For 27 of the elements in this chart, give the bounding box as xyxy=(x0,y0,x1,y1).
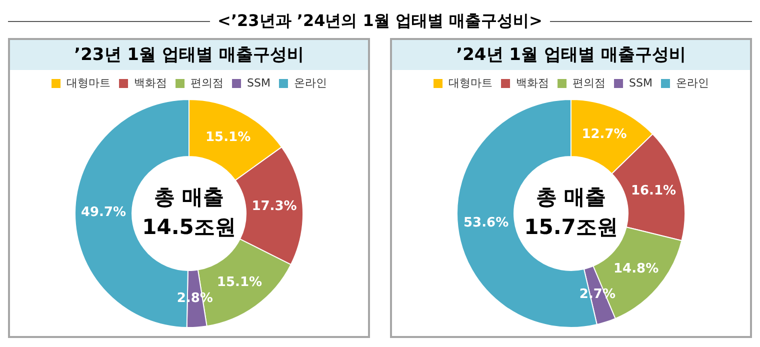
text: 14.5조원 xyxy=(142,214,236,239)
data-label: 49.7% xyxy=(80,205,126,220)
data-label: 15.1% xyxy=(216,274,262,290)
text: 총 매출 xyxy=(154,184,224,209)
legend-label: 백화점 xyxy=(134,76,168,90)
text: 15.7조원 xyxy=(524,214,618,239)
data-label: 17.3% xyxy=(252,199,297,214)
data-label: 2.8% xyxy=(176,291,213,306)
data-label: 15.1% xyxy=(206,130,251,145)
data-label: 16.1% xyxy=(630,183,676,198)
data-label: 2.7% xyxy=(579,287,616,302)
legend-label: 온라인 xyxy=(676,76,709,90)
data-label: 12.7% xyxy=(582,127,627,142)
text: 총 매출 xyxy=(536,184,606,209)
legend-label: 백화점 xyxy=(516,76,550,90)
chart-title: ’24년 1월 업태별 매출구성비 xyxy=(392,40,750,70)
text: <’23년과 ’24년의 1월 업태별 매출구성비> xyxy=(216,10,544,32)
legend-label: 대형마트 xyxy=(448,76,493,90)
data-label: 53.6% xyxy=(464,216,509,231)
chart-title: ’23년 1월 업태별 매출구성비 xyxy=(10,40,368,70)
legend-label: SSM xyxy=(629,76,652,90)
legend-label: 편의점 xyxy=(190,76,224,90)
legend-label: 편의점 xyxy=(572,76,606,90)
data-label: 14.8% xyxy=(614,261,659,276)
legend-label: 온라인 xyxy=(294,76,327,90)
legend-label: SSM xyxy=(247,76,270,90)
legend-label: 대형마트 xyxy=(66,76,111,90)
